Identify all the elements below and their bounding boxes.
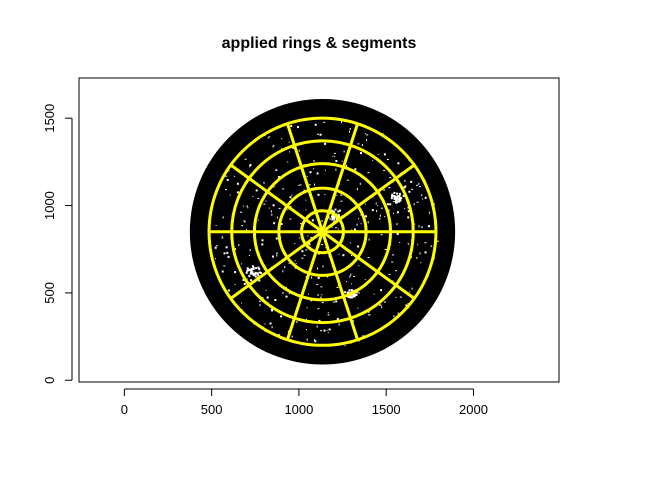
y-tick-label: 500 (42, 282, 57, 304)
plot-area (189, 98, 456, 365)
segment-line-7 (229, 230, 324, 300)
segment-line-8 (286, 231, 324, 341)
x-tick-label: 500 (201, 402, 223, 417)
y-tick-label: 0 (42, 377, 57, 384)
x-tick-label: 1000 (284, 402, 313, 417)
segment-line-2 (321, 163, 416, 233)
y-axis: 0 500 1000 1500 (42, 104, 73, 384)
x-tick-label: 0 (121, 402, 128, 417)
segment-line-9 (321, 231, 359, 341)
segment-line-3 (321, 123, 359, 233)
y-tick-label: 1000 (42, 191, 57, 220)
x-tick-label: 2000 (459, 402, 488, 417)
x-axis: 0 500 1000 1500 2000 (121, 388, 488, 417)
chart-title: applied rings & segments (222, 35, 417, 52)
y-tick-label: 1500 (42, 104, 57, 133)
segment-line-4 (286, 123, 324, 233)
image-speckles (213, 118, 439, 346)
x-tick-label: 1500 (372, 402, 401, 417)
plot-frame (78, 77, 560, 383)
segment-line-10 (321, 230, 416, 300)
segment-line-5 (229, 163, 324, 233)
